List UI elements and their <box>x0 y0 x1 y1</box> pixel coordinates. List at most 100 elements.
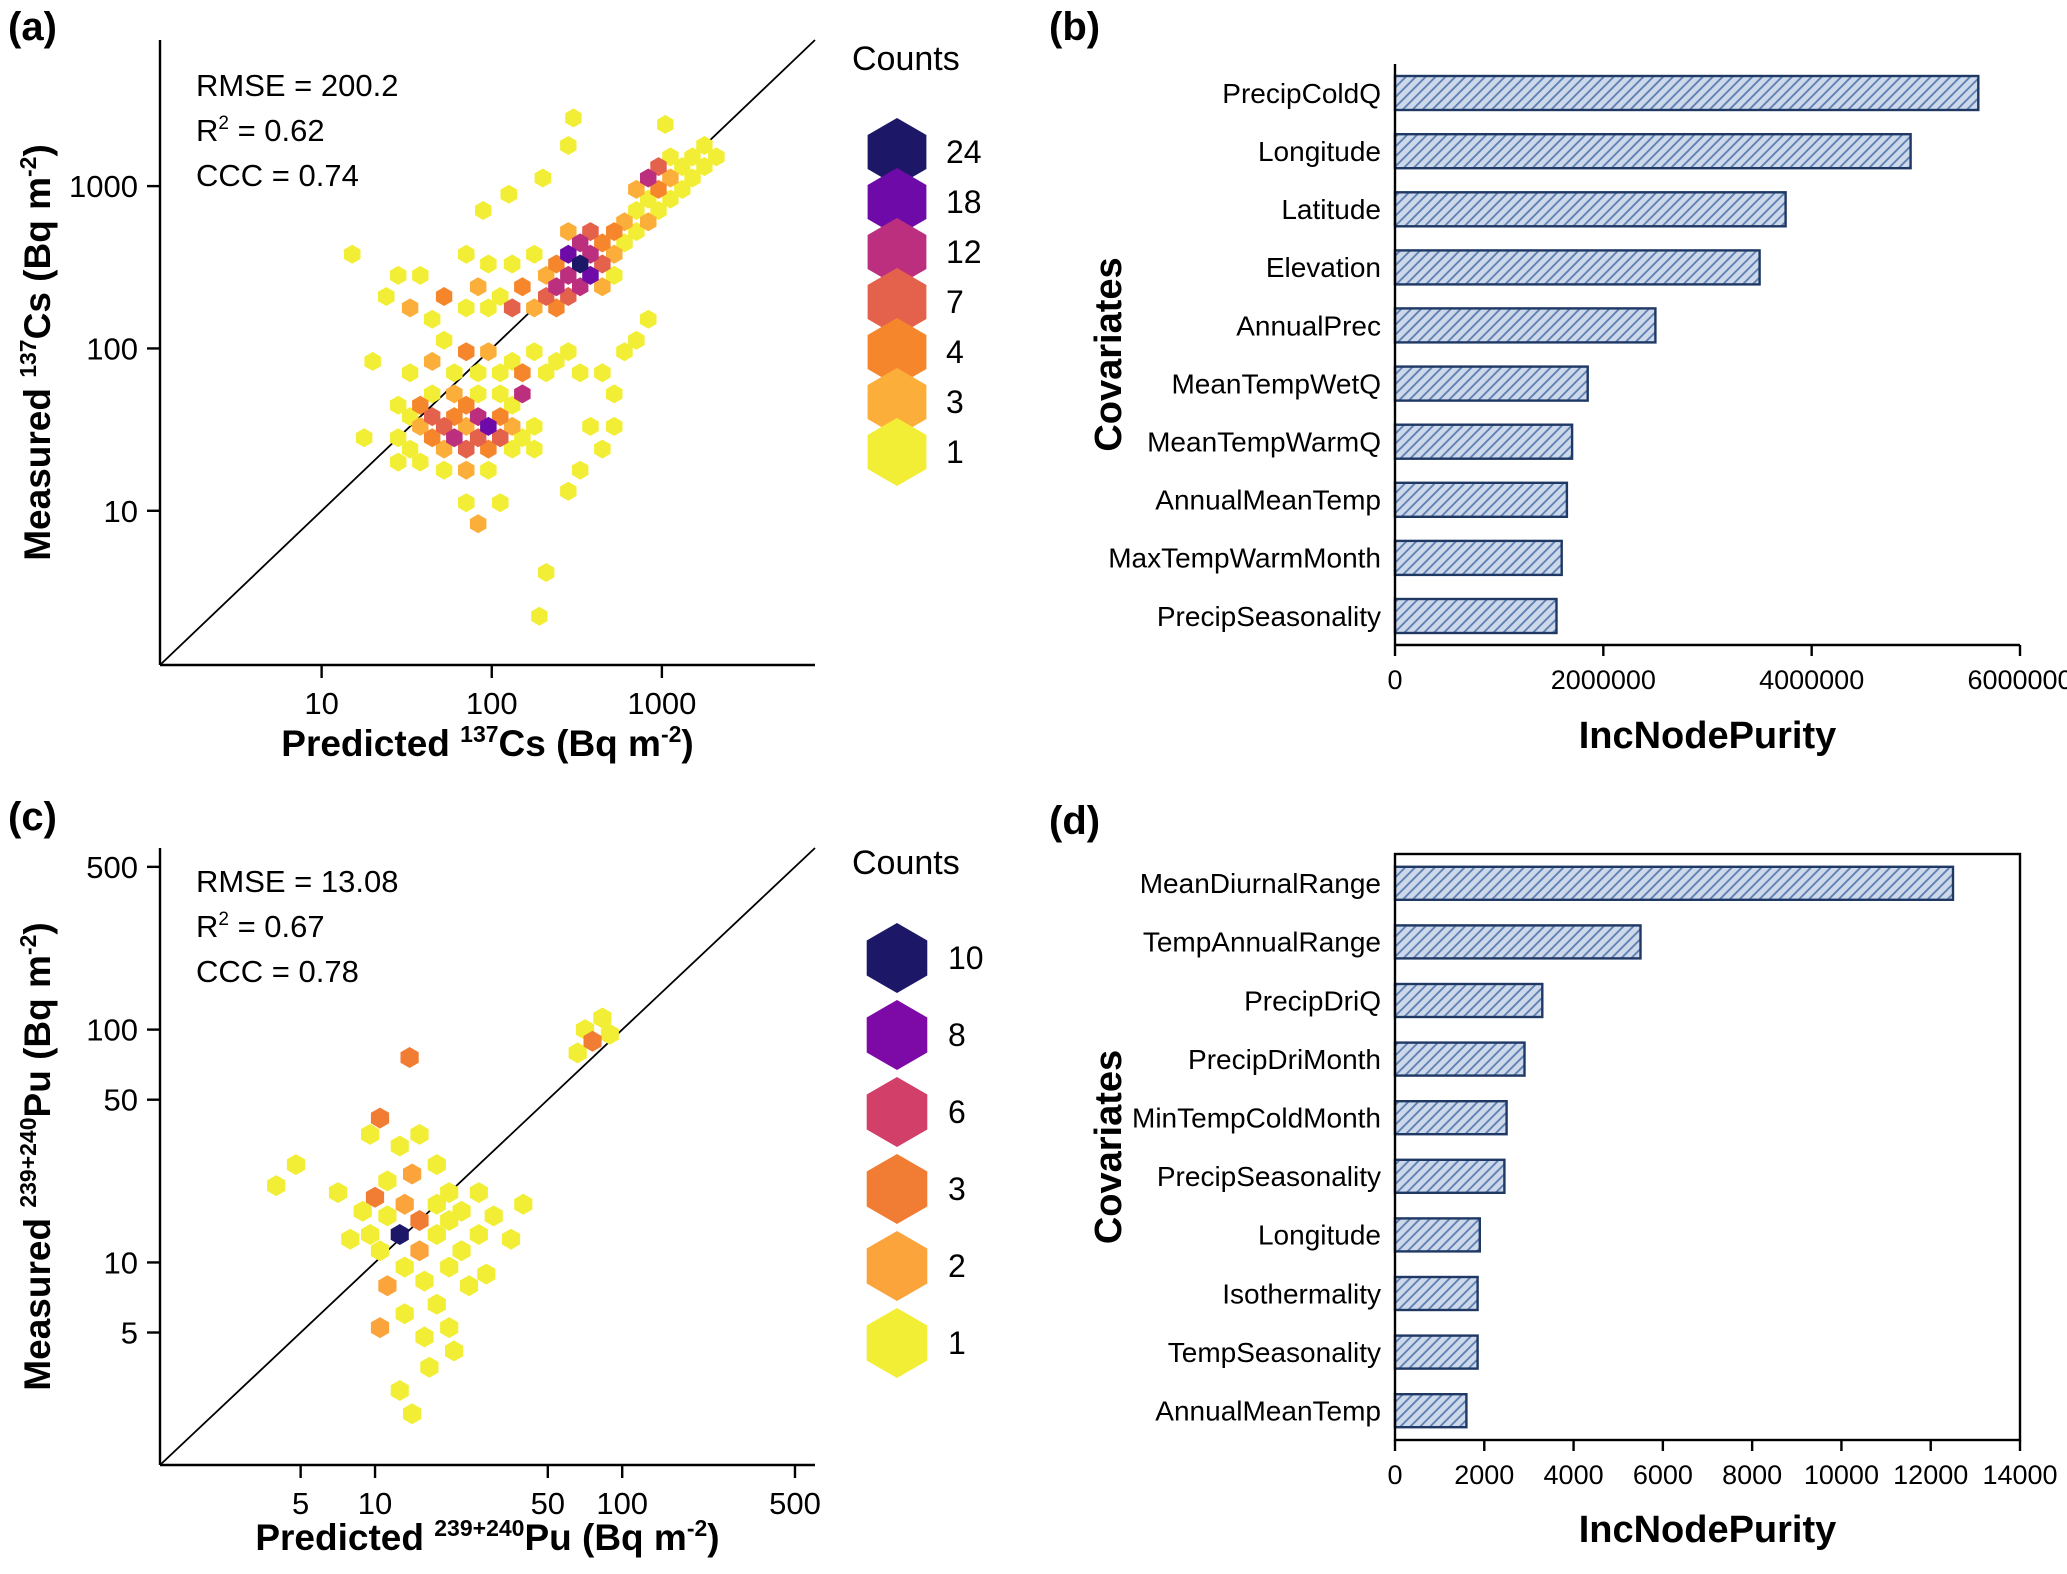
hex-count-1 <box>420 1356 439 1378</box>
hex-count-1 <box>501 1228 521 1250</box>
legend-hex-6 <box>866 1077 928 1147</box>
category-label: PrecipSeasonality <box>1157 601 1381 632</box>
y-tick-label: 5 <box>121 1316 138 1351</box>
hex-count-4 <box>480 439 497 459</box>
hex-count-7 <box>469 428 487 448</box>
hex-count-7 <box>458 439 475 459</box>
category-label: MeanTempWarmQ <box>1147 426 1381 457</box>
legend-count-label: 12 <box>946 234 982 270</box>
hex-count-1 <box>415 1326 434 1348</box>
category-label: MeanTempWetQ <box>1171 368 1381 399</box>
x-tick-label: 0 <box>1387 665 1402 695</box>
legend-hex-4 <box>867 318 927 386</box>
plot-frame <box>1393 852 2022 1442</box>
category-label: AnnualMeanTemp <box>1155 485 1381 516</box>
hex-count-1 <box>427 1154 446 1176</box>
hex-count-1 <box>440 1182 459 1204</box>
hex-count-1 <box>452 1200 471 1222</box>
hex-count-1 <box>492 384 509 404</box>
bar-Elevation <box>1393 249 1761 286</box>
category-label: Longitude <box>1258 1220 1381 1251</box>
hex-count-3 <box>365 1186 385 1208</box>
hex-count-1 <box>514 428 531 448</box>
x-tick-label: 4000000 <box>1759 665 1864 695</box>
y-tick-label: 10 <box>104 1245 138 1280</box>
hex-count-2 <box>403 1163 422 1185</box>
hex-count-1 <box>594 439 611 459</box>
stats-line: R2 = 0.67 <box>196 909 325 944</box>
hex-count-1 <box>424 309 441 329</box>
hex-count-2 <box>370 1317 390 1339</box>
hex-count-3 <box>594 277 611 297</box>
stats-line: CCC = 0.74 <box>196 158 359 193</box>
hex-count-1 <box>480 298 497 318</box>
x-tick-label: 14000 <box>1982 1460 2057 1490</box>
hex-count-1 <box>684 168 701 188</box>
hexbin-points <box>344 108 725 626</box>
hex-count-1 <box>708 147 725 167</box>
hex-count-1 <box>412 452 429 472</box>
hex-count-1 <box>435 460 453 480</box>
hex-count-7 <box>560 287 577 306</box>
hex-count-3 <box>401 298 419 318</box>
hex-count-1 <box>594 363 611 383</box>
hex-count-1 <box>657 114 674 134</box>
hex-count-1 <box>445 1340 464 1362</box>
hex-count-1 <box>600 1023 619 1045</box>
hex-count-1 <box>606 384 623 404</box>
hex-count-1 <box>469 363 487 383</box>
category-label: PrecipColdQ <box>1222 78 1381 109</box>
hex-count-1 <box>355 428 373 448</box>
hex-count-4 <box>594 233 611 253</box>
hex-count-1 <box>435 330 453 350</box>
hex-count-12 <box>446 428 463 448</box>
bar-AnnualPrec <box>1393 307 1657 344</box>
y-axis-title: Covariates <box>1088 1050 1130 1244</box>
hex-count-1 <box>378 287 395 306</box>
bar-TempSeasonality <box>1393 1334 1479 1370</box>
legend-hex-3 <box>866 1154 928 1224</box>
x-tick-label: 10 <box>304 686 338 721</box>
hex-count-1 <box>565 108 582 128</box>
y-axis-title: Measured 239+240Pu (Bq m-2) <box>15 922 58 1390</box>
hex-count-3 <box>424 351 441 371</box>
hex-count-1 <box>526 416 543 436</box>
hex-count-1 <box>696 157 713 177</box>
bar-Isothermality <box>1393 1275 1479 1312</box>
hex-count-2 <box>410 1240 429 1262</box>
hex-count-1 <box>492 363 509 383</box>
hex-count-12 <box>514 384 531 404</box>
hex-count-1 <box>440 1317 459 1339</box>
hex-count-12 <box>640 168 657 188</box>
x-tick-label: 8000 <box>1722 1460 1782 1490</box>
hex-count-1 <box>390 265 407 285</box>
y-tick-label: 100 <box>86 331 138 366</box>
hex-count-1 <box>560 481 577 501</box>
legend-hex-1 <box>866 1308 928 1378</box>
hex-count-1 <box>526 244 543 264</box>
hex-count-3 <box>538 265 555 285</box>
hex-count-3 <box>400 1047 419 1068</box>
hex-count-1 <box>560 342 577 362</box>
panel-label-c: (c) <box>8 795 57 839</box>
hex-count-1 <box>427 1193 446 1215</box>
bar-Longitude <box>1393 132 1912 170</box>
stats-line: RMSE = 13.08 <box>196 864 398 899</box>
x-tick-label: 6000 <box>1633 1460 1693 1490</box>
y-tick-label: 500 <box>86 850 138 885</box>
category-label: TempAnnualRange <box>1143 927 1381 958</box>
hex-count-1 <box>459 1275 479 1297</box>
category-label: PrecipSeasonality <box>1157 1161 1381 1192</box>
legend-count-label: 3 <box>948 1171 966 1207</box>
y-axis-title: Measured 137Cs (Bq m-2) <box>15 144 58 561</box>
bar-MeanDiurnalRange <box>1393 865 1955 902</box>
category-label: Longitude <box>1258 136 1381 167</box>
hex-count-1 <box>458 244 475 264</box>
hex-count-4 <box>514 363 531 383</box>
panel-c-hexbin-pu239240: (c) 5 10 50 100 500 5 10 50 100 500 Predicted 239+2… <box>0 790 1035 1574</box>
hex-count-12 <box>572 277 589 297</box>
stats-line: CCC = 0.78 <box>196 954 359 989</box>
x-tick-label: 500 <box>769 1486 821 1521</box>
